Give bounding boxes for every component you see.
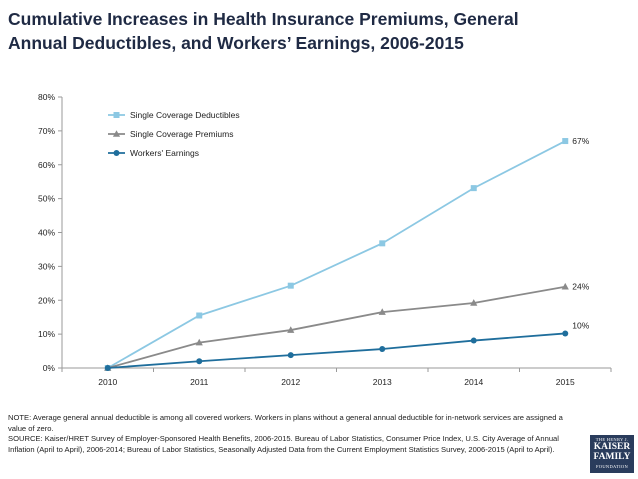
y-tick-label: 0% [43, 363, 56, 373]
legend-marker [113, 112, 120, 118]
y-tick-label: 70% [38, 126, 55, 136]
end-data-label: 24% [572, 282, 589, 292]
logo-line-2: KAISER [593, 442, 631, 452]
series-line [107, 332, 566, 369]
chart-title-line-2: Annual Deductibles, and Workers’ Earning… [8, 33, 464, 53]
data-point [287, 282, 294, 289]
x-tick-label: 2012 [281, 377, 300, 387]
data-point [379, 346, 386, 353]
x-tick-label: 2010 [98, 377, 117, 387]
chart-title-line-1: Cumulative Increases in Health Insurance… [8, 9, 519, 29]
logo-line-1: THE HENRY J. [595, 437, 629, 442]
kff-logo: THE HENRY J. KAISER FAMILY FOUNDATION [590, 435, 634, 473]
data-point [470, 337, 477, 344]
x-tick-label: 2014 [464, 377, 483, 387]
logo-line-3: FAMILY [593, 452, 631, 462]
line-chart: 0% 10% 20% 30% 40% 50% 60% 70% 80% 2010 2011 2012 20… [38, 92, 612, 387]
series-line [107, 285, 566, 369]
x-tick-label: 2013 [373, 377, 392, 387]
legend-entry: Single Coverage Premiums [130, 129, 233, 139]
data-point [561, 282, 569, 290]
y-tick-label: 10% [38, 329, 55, 339]
data-point [104, 365, 111, 371]
legend-marker [113, 150, 120, 156]
end-data-label: 10% [572, 320, 589, 330]
legend-marker [112, 130, 121, 137]
x-tick-label: 2015 [556, 377, 575, 387]
data-point [287, 352, 294, 359]
y-tick-label: 60% [38, 160, 55, 170]
chart-notes: NOTE: Average general annual deductible … [8, 413, 583, 455]
data-point [196, 312, 203, 319]
legend-entry: Single Coverage Deductibles [130, 110, 240, 120]
series-line [107, 140, 566, 369]
source-text: SOURCE: Kaiser/HRET Survey of Employer-S… [8, 434, 559, 454]
x-tick-label: 2011 [190, 377, 209, 387]
y-tick-label: 40% [38, 228, 55, 238]
y-tick-label: 50% [38, 194, 55, 204]
end-data-label: 67% [572, 136, 589, 146]
y-tick-label: 80% [38, 92, 55, 102]
data-point [562, 138, 569, 145]
data-point [195, 338, 203, 346]
data-point [378, 308, 386, 315]
data-point [196, 358, 203, 365]
legend-entry: Workers' Earnings [130, 148, 199, 158]
logo-line-4: FOUNDATION [596, 464, 628, 469]
data-point [379, 240, 386, 247]
y-tick-label: 30% [38, 261, 55, 271]
data-point [562, 330, 569, 337]
data-point [470, 299, 478, 306]
chart-title: Cumulative Increases in Health Insurance… [8, 7, 608, 55]
data-point [287, 326, 295, 333]
data-point [470, 185, 477, 192]
y-tick-label: 20% [38, 295, 55, 305]
note-text: NOTE: Average general annual deductible … [8, 413, 563, 433]
